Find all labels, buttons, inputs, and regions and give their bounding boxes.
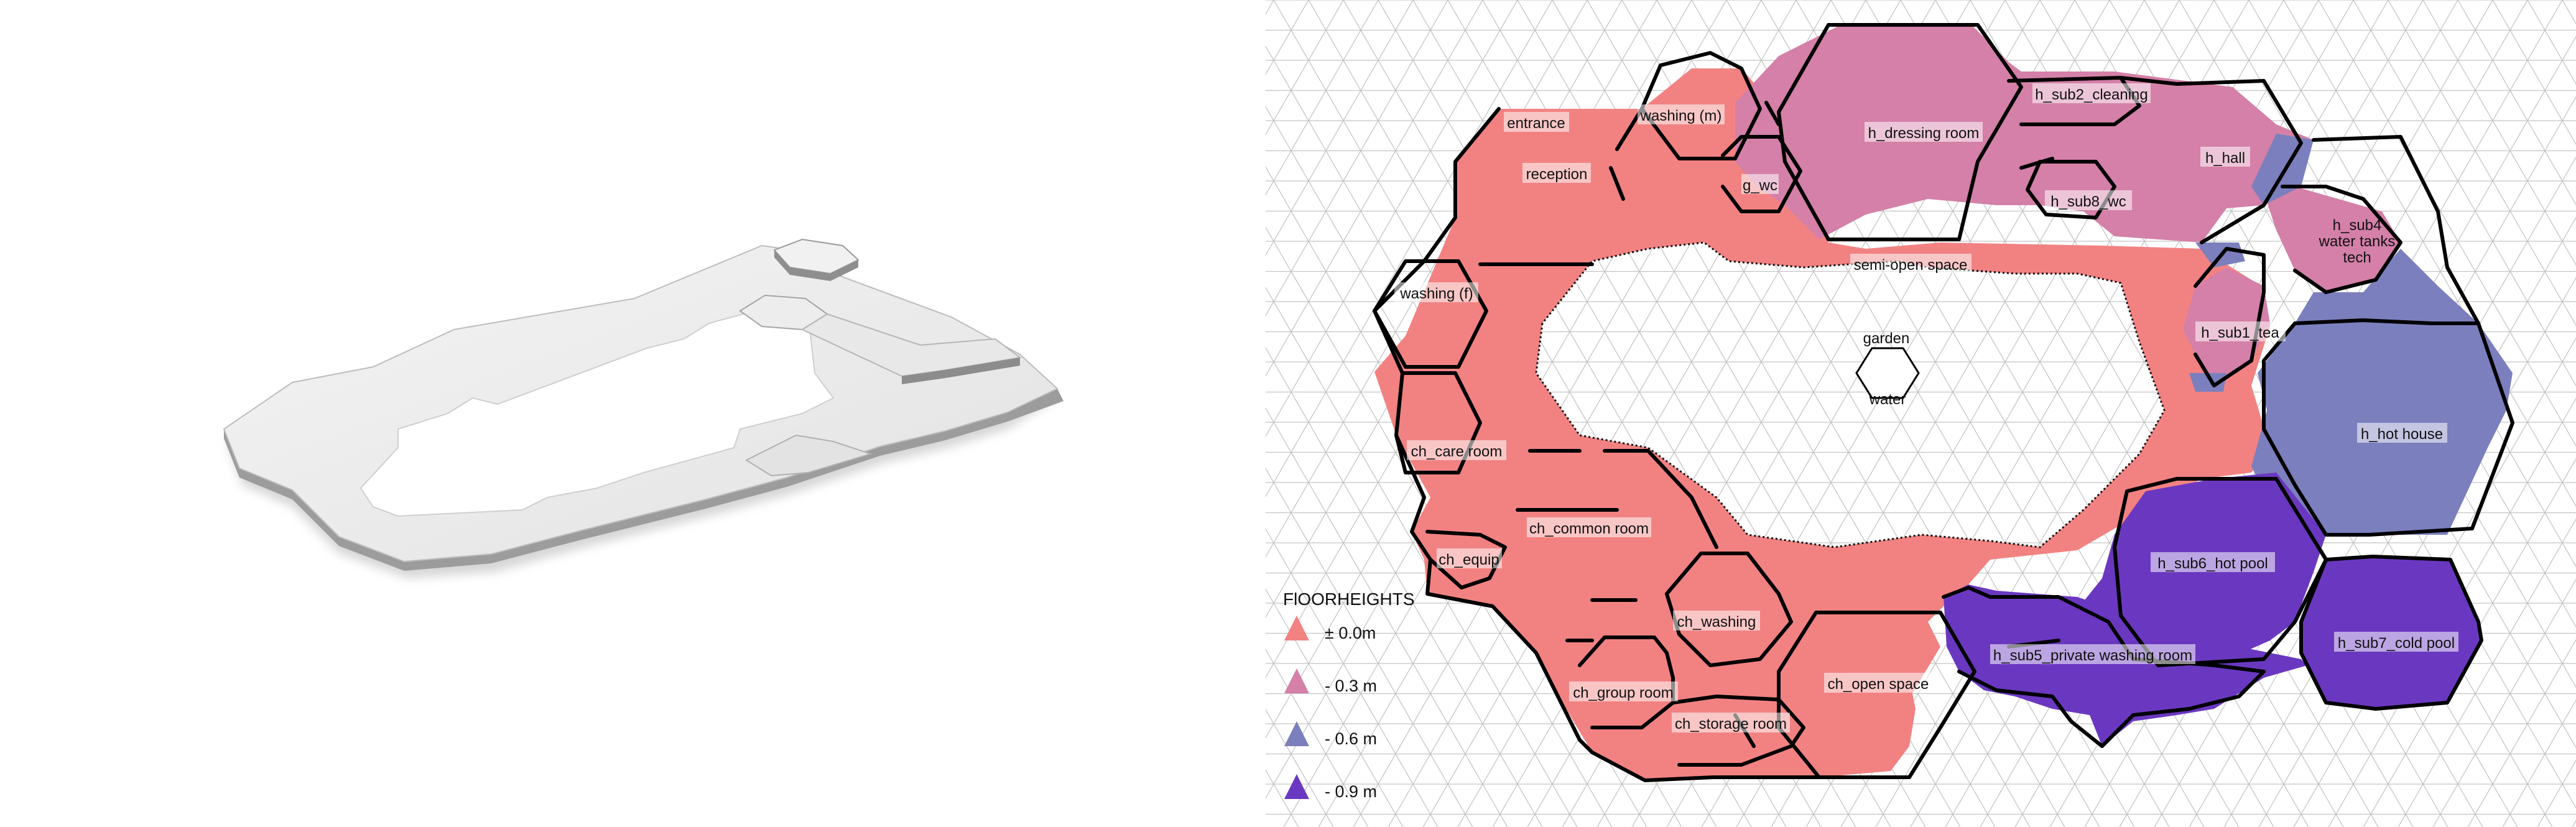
floorheights-legend: FlOORHEIGHTS ± 0.0m - 0.3 m - 0.6 m - 0.… xyxy=(1283,589,1415,801)
svg-text:semi-open space: semi-open space xyxy=(1854,257,1968,274)
svg-text:h_sub8_wc: h_sub8_wc xyxy=(2050,193,2126,210)
svg-text:h_sub2_cleaning: h_sub2_cleaning xyxy=(2035,86,2148,103)
lower-step xyxy=(744,434,873,477)
legend-swatch-1 xyxy=(1284,668,1309,693)
label-g-wc: g_wc xyxy=(1741,174,1779,194)
svg-text:tech: tech xyxy=(2343,249,2371,266)
legend-title: FlOORHEIGHTS xyxy=(1283,589,1415,609)
svg-text:h_hall: h_hall xyxy=(2205,150,2245,167)
label-h-sub6-hot-pool: h_sub6_hot pool xyxy=(2151,552,2275,572)
floor-fill-03m xyxy=(1735,25,2314,243)
floor-plan: entrance washing (m) reception g_wc h_dr… xyxy=(1266,0,2576,827)
label-h-hall: h_hall xyxy=(2200,147,2250,167)
walls xyxy=(1373,23,2514,782)
label-semi-open-space: semi-open space xyxy=(1850,254,1971,274)
upper-slab-east-side xyxy=(902,358,1020,384)
svg-text:water tanks: water tanks xyxy=(2319,233,2396,250)
label-h-sub2-cleaning: h_sub2_cleaning xyxy=(2032,83,2151,103)
floor-fill-06m-b xyxy=(2189,243,2245,392)
svg-text:g_wc: g_wc xyxy=(1743,177,1777,194)
svg-text:ch_equip: ch_equip xyxy=(1439,552,1499,568)
svg-text:ch_storage room: ch_storage room xyxy=(1675,716,1787,732)
svg-text:h_sub7_cold pool: h_sub7_cold pool xyxy=(2338,635,2455,652)
courtyard-void xyxy=(359,303,835,517)
svg-text:h_sub6_hot pool: h_sub6_hot pool xyxy=(2157,555,2268,572)
label-h-sub8-wc: h_sub8_wc xyxy=(2045,190,2132,210)
svg-text:washing (m): washing (m) xyxy=(1640,108,1722,124)
floor-fill-09m-washing xyxy=(1944,584,2307,746)
label-ch-open-space: ch_open space xyxy=(1824,673,1933,693)
svg-text:reception: reception xyxy=(1526,166,1588,183)
label-ch-group-room: ch_group room xyxy=(1569,681,1678,701)
label-ch-storage-room: ch_storage room xyxy=(1672,713,1790,732)
svg-text:h_hot house: h_hot house xyxy=(2361,426,2443,443)
legend-label-3: - 0.9 m xyxy=(1325,782,1377,801)
legend-label-0: ± 0.0m xyxy=(1325,624,1376,642)
svg-text:h_dressing room: h_dressing room xyxy=(1868,125,1980,142)
room-labels: entrance washing (m) reception g_wc h_dr… xyxy=(1394,83,2458,732)
svg-text:ch_common room: ch_common room xyxy=(1529,520,1649,537)
label-washing-m: washing (m) xyxy=(1638,104,1725,124)
svg-text:h_sub1_tea: h_sub1_tea xyxy=(2201,325,2279,341)
label-h-sub7-cold-pool: h_sub7_cold pool xyxy=(2334,632,2458,652)
label-ch-washing: ch_washing xyxy=(1673,611,1760,631)
label-garden: garden xyxy=(1863,330,1910,347)
legend-swatch-2 xyxy=(1284,721,1309,746)
svg-text:water: water xyxy=(1869,391,1906,408)
legend-swatch-3 xyxy=(1284,774,1309,799)
upper-slab-east xyxy=(800,313,1022,377)
label-h-sub5-private-washing-room: h_sub5_private washing room xyxy=(1990,644,2195,664)
floor-fill-03m-sub4 xyxy=(2264,187,2401,292)
label-ch-equip: ch_equip xyxy=(1437,548,1502,568)
svg-text:washing (f): washing (f) xyxy=(1399,285,1473,302)
label-ch-common-room: ch_common room xyxy=(1527,517,1651,537)
label-reception: reception xyxy=(1522,163,1591,183)
svg-text:h_sub5_private washing room: h_sub5_private washing room xyxy=(1993,647,2192,664)
legend-label-1: - 0.3 m xyxy=(1325,677,1377,695)
svg-text:ch_group room: ch_group room xyxy=(1573,685,1673,701)
svg-text:ch_open space: ch_open space xyxy=(1828,676,1929,693)
legend-swatch-0 xyxy=(1284,616,1309,640)
axonometric-model xyxy=(223,238,1063,578)
garden-boundary xyxy=(1535,241,2166,548)
label-h-hot-house: h_hot house xyxy=(2357,423,2447,443)
water-feature xyxy=(1855,347,1920,399)
label-water: water xyxy=(1869,391,1906,408)
label-entrance: entrance xyxy=(1504,112,1569,132)
floor-fill-0m xyxy=(1374,68,2270,780)
label-h-sub1-tea: h_sub1_tea xyxy=(2195,321,2286,341)
raised-hex-1-side xyxy=(774,250,858,281)
label-h-dressing-room: h_dressing room xyxy=(1865,122,1983,142)
legend-label-2: - 0.6 m xyxy=(1325,729,1377,748)
svg-text:garden: garden xyxy=(1863,330,1910,347)
svg-text:ch_care room: ch_care room xyxy=(1411,443,1503,460)
label-washing-f: washing (f) xyxy=(1394,282,1478,302)
floor-fill-06m xyxy=(2251,249,2513,535)
label-h-sub4: h_sub4 water tanks tech xyxy=(2319,217,2396,266)
svg-text:entrance: entrance xyxy=(1507,115,1565,132)
svg-text:ch_washing: ch_washing xyxy=(1677,614,1756,631)
svg-text:h_sub4: h_sub4 xyxy=(2333,217,2382,234)
label-ch-care-room: ch_care room xyxy=(1407,440,1506,460)
